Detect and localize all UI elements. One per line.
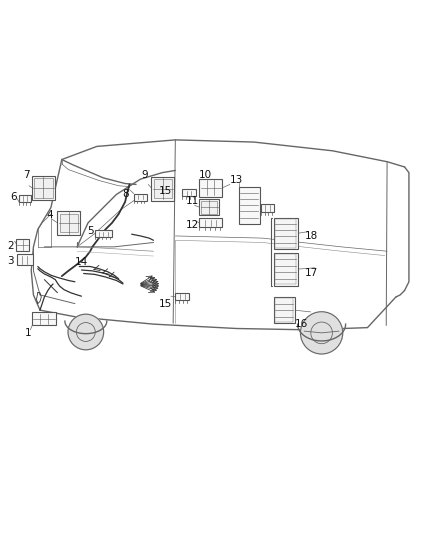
Bar xyxy=(199,219,222,227)
Bar xyxy=(19,195,31,202)
Bar xyxy=(32,312,56,326)
Text: 4: 4 xyxy=(46,211,53,221)
Text: 17: 17 xyxy=(305,269,318,278)
Text: 10: 10 xyxy=(198,170,212,180)
Bar xyxy=(201,200,217,214)
Bar xyxy=(17,254,32,265)
Bar xyxy=(16,239,29,251)
Text: 12: 12 xyxy=(186,220,199,230)
Bar xyxy=(199,199,219,215)
Text: 13: 13 xyxy=(230,175,243,185)
Text: 9: 9 xyxy=(141,170,148,180)
Text: 11: 11 xyxy=(186,197,199,206)
Bar xyxy=(275,254,296,285)
Bar xyxy=(151,176,174,200)
Bar xyxy=(60,214,78,232)
Bar xyxy=(175,293,189,300)
Text: 5: 5 xyxy=(87,225,93,236)
Bar xyxy=(153,179,172,198)
Bar xyxy=(34,179,53,198)
Circle shape xyxy=(300,312,343,354)
Bar xyxy=(32,176,55,200)
Circle shape xyxy=(68,314,104,350)
Bar xyxy=(95,230,112,237)
Bar xyxy=(275,298,293,322)
Bar xyxy=(274,253,297,286)
Text: 2: 2 xyxy=(7,240,14,251)
Text: 14: 14 xyxy=(75,257,88,267)
Bar xyxy=(274,297,294,323)
Text: 16: 16 xyxy=(294,319,308,329)
Text: 6: 6 xyxy=(11,192,17,201)
Text: 18: 18 xyxy=(305,231,318,241)
Bar xyxy=(57,211,80,235)
Text: 1: 1 xyxy=(25,328,31,338)
Bar xyxy=(261,204,274,212)
Bar xyxy=(239,187,260,224)
Bar xyxy=(134,193,147,200)
Text: 15: 15 xyxy=(159,298,173,309)
Text: 15: 15 xyxy=(159,185,173,196)
Bar xyxy=(182,189,196,196)
Bar xyxy=(274,217,297,249)
Text: 3: 3 xyxy=(7,256,14,266)
Bar xyxy=(275,219,296,248)
Bar xyxy=(199,179,222,197)
Text: 8: 8 xyxy=(122,189,128,199)
Text: 7: 7 xyxy=(24,170,30,180)
